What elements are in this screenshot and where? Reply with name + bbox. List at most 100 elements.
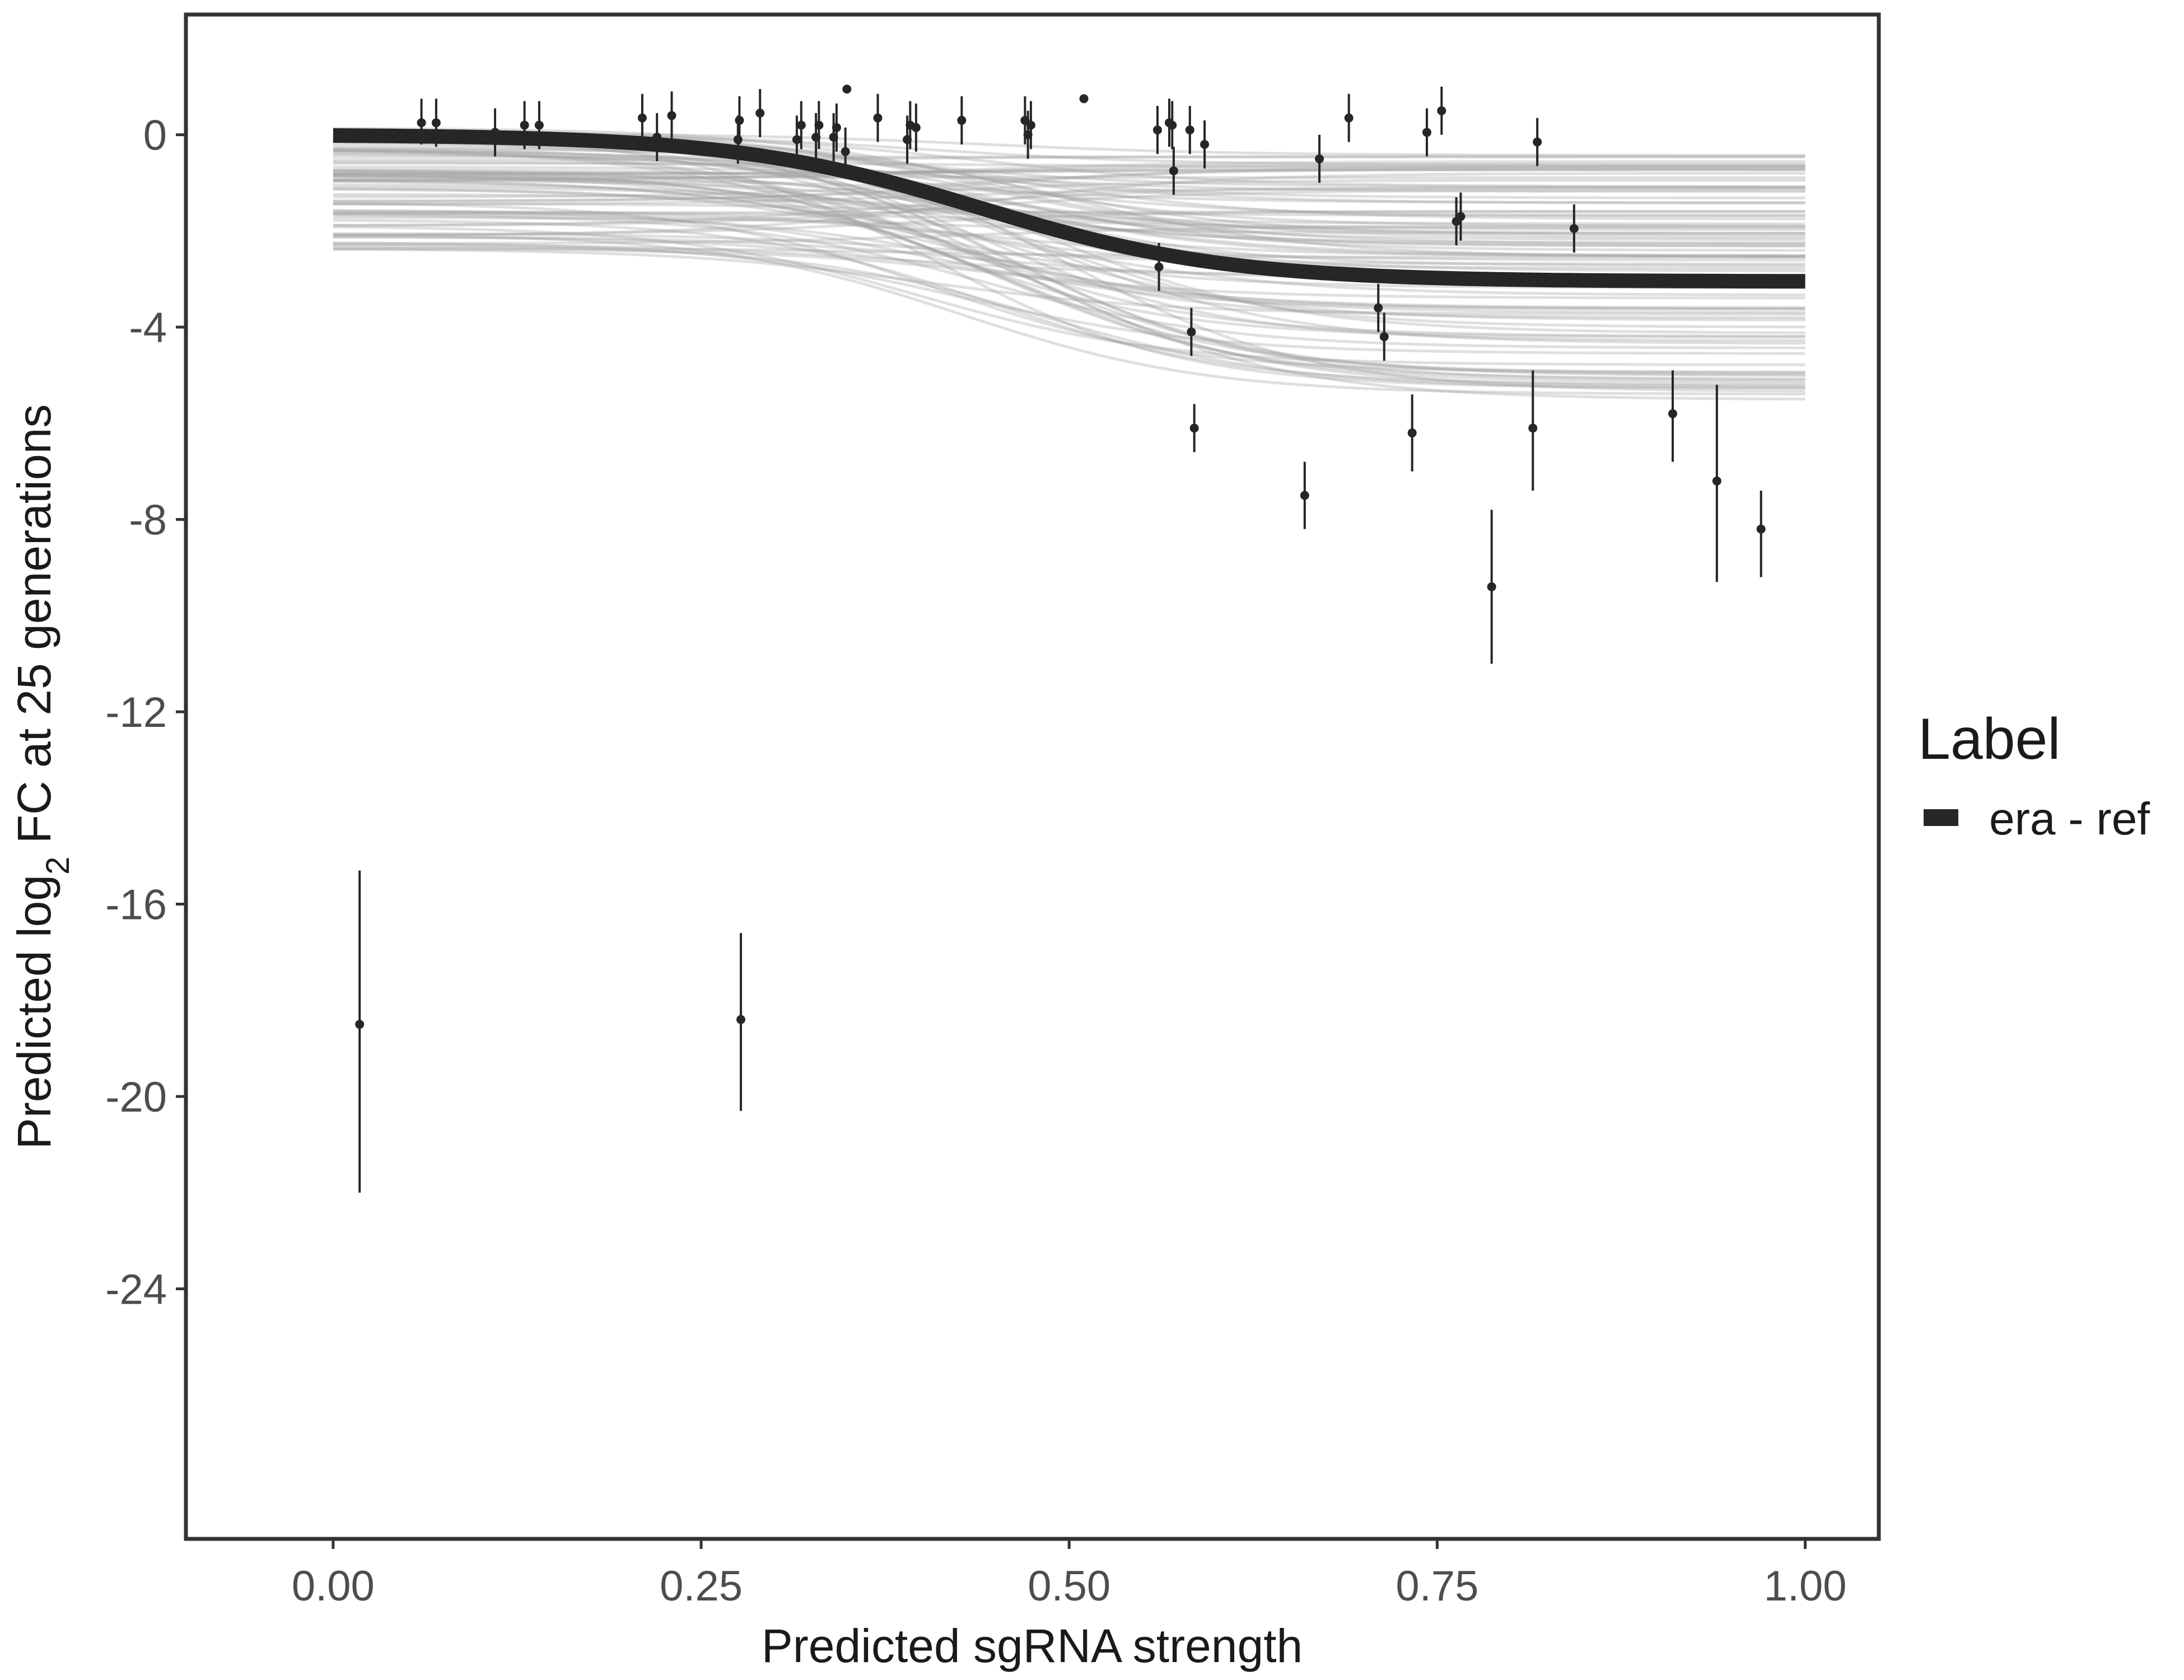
x-tick-label: 0.25 xyxy=(660,1562,743,1610)
posterior-draw-line xyxy=(333,213,1805,311)
posterior-draw-line xyxy=(333,169,1805,321)
data-point xyxy=(814,101,824,150)
point-marker xyxy=(1169,166,1178,176)
x-tick-label: 0.00 xyxy=(292,1562,375,1610)
posterior-draw-line xyxy=(333,225,1805,366)
data-point xyxy=(1533,118,1542,166)
data-point xyxy=(755,89,765,137)
point-marker xyxy=(637,113,647,123)
x-tick-label: 0.50 xyxy=(1028,1562,1110,1610)
y-axis-title-prefix: Predicted log xyxy=(8,875,60,1149)
posterior-draw-line xyxy=(333,202,1805,217)
data-point xyxy=(873,94,883,142)
point-marker xyxy=(841,147,850,156)
data-point xyxy=(796,101,806,150)
data-point xyxy=(735,96,744,144)
posterior-draw-line xyxy=(333,213,1805,349)
point-marker xyxy=(1528,423,1538,433)
y-tick-label: 0 xyxy=(143,112,167,160)
posterior-draw-line xyxy=(333,209,1805,236)
point-marker xyxy=(1407,428,1417,438)
point-marker xyxy=(733,135,743,144)
posterior-draw-line xyxy=(333,150,1805,339)
data-point xyxy=(841,127,850,176)
fit-line-layer xyxy=(333,128,1805,289)
data-point xyxy=(957,96,967,144)
data-point xyxy=(1569,204,1579,253)
posterior-draw-line xyxy=(333,175,1805,179)
posterior-draw-line xyxy=(333,168,1805,218)
posterior-draw-line xyxy=(333,179,1805,257)
posterior-draw-line xyxy=(333,147,1805,245)
point-marker xyxy=(1189,423,1199,433)
point-marker xyxy=(755,109,765,118)
point-marker xyxy=(1315,154,1324,164)
posterior-draw-line xyxy=(333,162,1805,181)
posterior-draw-line xyxy=(333,173,1805,377)
point-marker xyxy=(1379,332,1389,342)
posterior-draw-line xyxy=(333,244,1805,390)
posterior-draw-line xyxy=(333,189,1805,227)
posterior-draw-line xyxy=(333,179,1805,204)
posterior-draw-line xyxy=(333,150,1805,248)
point-marker xyxy=(1569,224,1579,234)
posterior-draw-line xyxy=(333,155,1805,162)
data-point xyxy=(1154,242,1164,291)
fit-line-era-ref xyxy=(333,128,1805,289)
posterior-draw-line xyxy=(333,146,1805,245)
legend-title: Label xyxy=(1918,707,2060,772)
data-point xyxy=(832,103,841,152)
point-marker xyxy=(1668,409,1677,418)
legend-label-era-ref: era - ref xyxy=(1989,794,2150,844)
point-marker xyxy=(957,115,967,125)
data-point xyxy=(1079,94,1089,104)
x-axis-title: Predicted sgRNA strength xyxy=(762,1620,1303,1672)
data-point xyxy=(1315,134,1324,183)
data-point xyxy=(431,99,441,147)
posterior-draw-line xyxy=(333,211,1805,231)
posterior-draw-line xyxy=(333,168,1805,175)
posterior-draw-line xyxy=(333,179,1805,203)
point-marker xyxy=(1200,139,1210,149)
posterior-draw-line xyxy=(333,188,1805,270)
data-point xyxy=(842,85,852,94)
posterior-draw-line xyxy=(333,232,1805,265)
posterior-draw-line xyxy=(333,165,1805,203)
plot-panel-border xyxy=(184,12,1881,1541)
posterior-draw-line xyxy=(333,193,1805,248)
point-marker xyxy=(534,120,544,130)
posterior-draw-line xyxy=(333,175,1805,401)
data-point xyxy=(652,113,662,161)
data-point xyxy=(1374,283,1383,332)
data-point xyxy=(1528,370,1538,491)
posterior-draw-line xyxy=(333,170,1805,380)
data-point xyxy=(1379,312,1389,361)
posterior-draw-line xyxy=(333,160,1805,181)
point-marker xyxy=(1456,212,1466,221)
posterior-draw-line xyxy=(333,247,1805,309)
data-point xyxy=(1437,86,1446,135)
posterior-draw-line xyxy=(333,210,1805,214)
point-marker xyxy=(736,1015,746,1024)
data-point xyxy=(1487,510,1496,664)
point-marker xyxy=(1487,582,1496,591)
data-point xyxy=(1300,461,1309,529)
posterior-draw-line xyxy=(333,209,1805,297)
data-point xyxy=(792,115,801,164)
point-marker xyxy=(520,120,529,130)
data-point xyxy=(417,99,426,144)
posterior-draw-line xyxy=(333,165,1805,175)
point-marker xyxy=(842,85,852,94)
posterior-draw-line xyxy=(333,186,1805,206)
y-tick-label: -20 xyxy=(105,1074,167,1121)
point-marker xyxy=(873,113,883,123)
y-tick-label: -8 xyxy=(129,497,167,544)
posterior-draw-line xyxy=(333,183,1805,226)
posterior-draw-line xyxy=(333,186,1805,227)
point-marker xyxy=(735,115,744,125)
point-marker xyxy=(1712,476,1721,486)
point-marker xyxy=(1422,128,1431,137)
posterior-draw-line xyxy=(333,148,1805,338)
point-marker xyxy=(814,120,824,130)
point-marker xyxy=(796,120,806,130)
